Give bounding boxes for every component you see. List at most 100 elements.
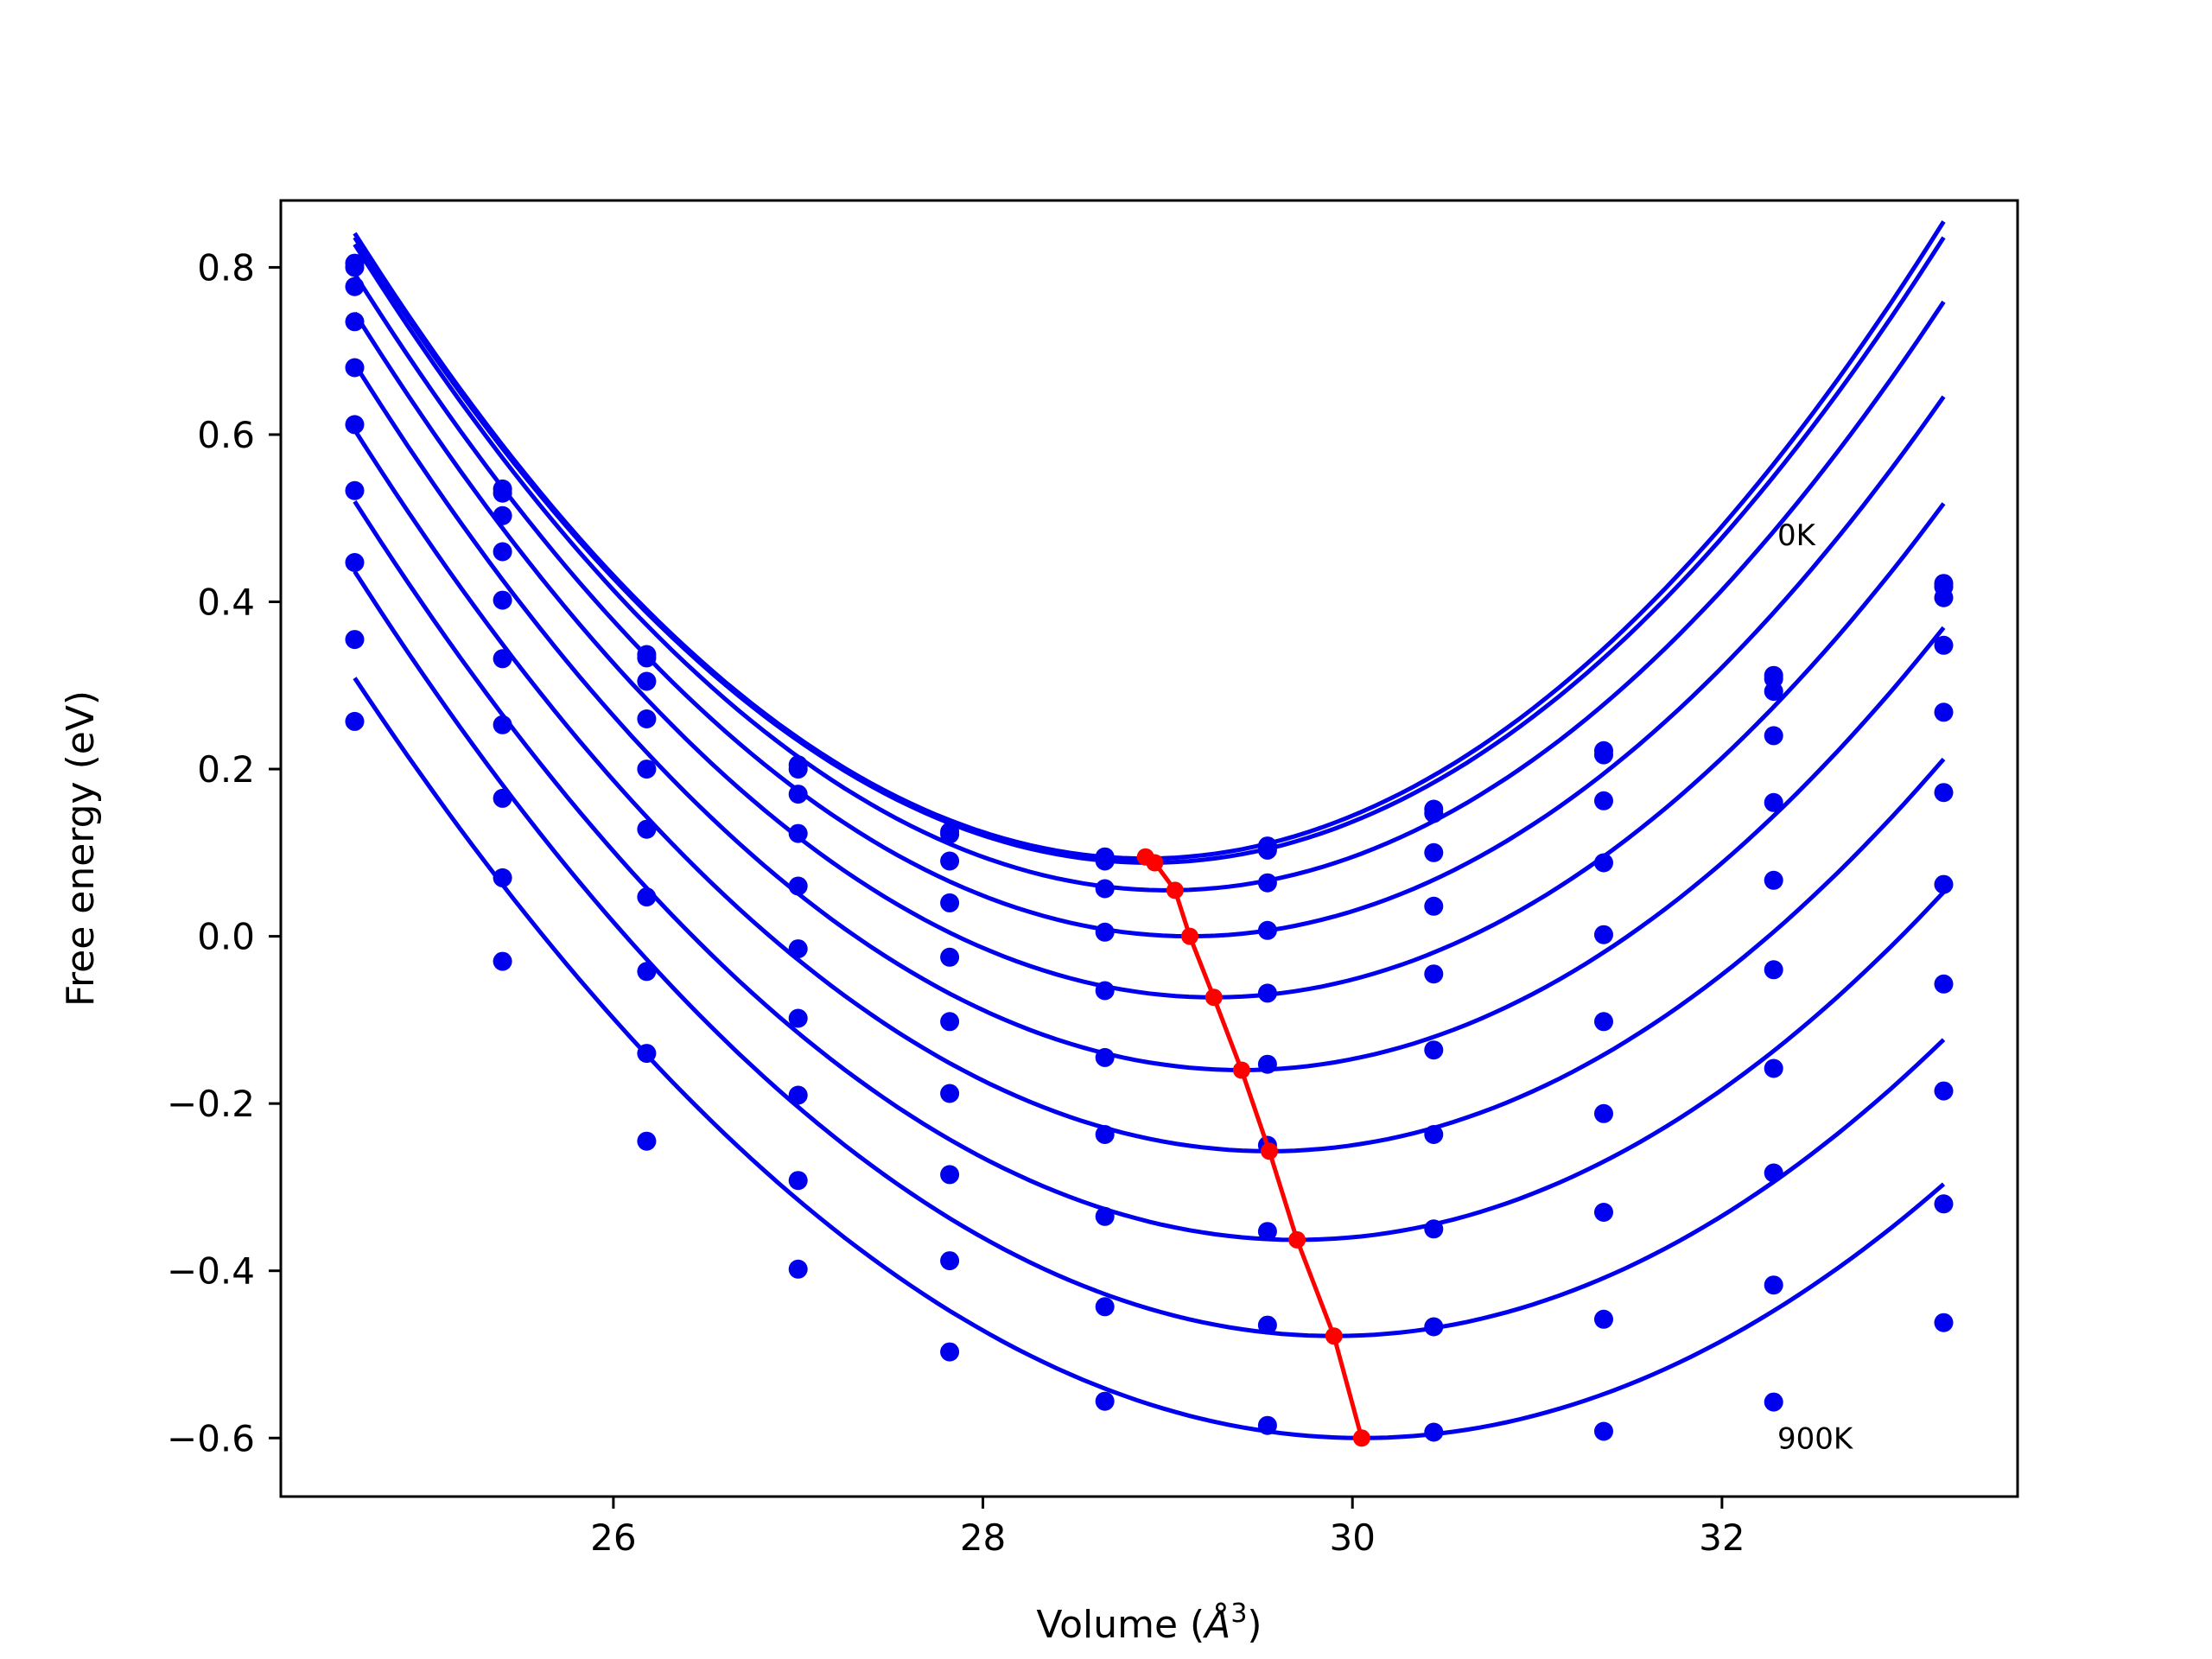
data-point-8-8 (1594, 1309, 1613, 1329)
minimum-point-4 (1205, 988, 1223, 1007)
y-tick-label-5: −0.2 (167, 1083, 255, 1125)
data-point-3-7 (1424, 896, 1444, 916)
data-point-8-9 (1764, 1163, 1783, 1183)
x-axis-label: Volume (Å3) (1036, 1599, 1262, 1647)
data-point-7-8 (1594, 1203, 1613, 1222)
x-tick-label-2: 30 (1329, 1516, 1375, 1559)
minimum-point-2 (1166, 881, 1184, 899)
minimum-point-8 (1325, 1327, 1343, 1345)
fit-curve-7 (353, 499, 1946, 1243)
data-point-7-4 (940, 1165, 960, 1185)
data-point-1-4 (940, 824, 960, 844)
data-point-9-5 (1095, 1391, 1115, 1411)
data-point-8-5 (1095, 1297, 1115, 1317)
minimum-point-5 (1232, 1061, 1250, 1079)
data-point-5-10 (1934, 783, 1954, 803)
data-point-4-7 (1424, 964, 1444, 984)
fit-curve-4 (353, 311, 1946, 1000)
data-point-9-10 (1934, 1194, 1954, 1214)
data-point-2-5 (1095, 879, 1115, 899)
y-tick-label-4: 0.0 (197, 916, 255, 958)
annotation-0k: 0K (1777, 518, 1817, 553)
data-point-4-8 (1594, 925, 1613, 944)
data-point-6-8 (1594, 1103, 1613, 1123)
data-point-5-7 (1424, 1040, 1444, 1060)
data-point-5-4 (940, 1012, 960, 1032)
data-point-8-7 (1424, 1317, 1444, 1337)
y-tick-label-2: 0.4 (197, 582, 255, 624)
data-point-9-9 (1764, 1275, 1783, 1295)
data-point-2-2 (637, 671, 657, 691)
fit-curve-9 (353, 677, 1946, 1440)
x-tick-label-3: 32 (1699, 1516, 1745, 1559)
data-point-6-3 (788, 1008, 808, 1028)
data-point-5-8 (1594, 1012, 1613, 1032)
x-tick-label-1: 28 (960, 1516, 1006, 1559)
y-tick-label-7: −0.6 (167, 1417, 255, 1459)
data-point-1-1 (493, 483, 512, 503)
data-point-2-6 (1257, 873, 1277, 893)
data-point-6-10 (1934, 874, 1954, 894)
y-axis-label: Free energy (eV) (59, 690, 103, 1007)
data-point-6-7 (1424, 1125, 1444, 1144)
minimum-point-6 (1261, 1142, 1278, 1160)
x-axis-label-close: ) (1247, 1603, 1262, 1647)
data-point-7-5 (1095, 1206, 1115, 1226)
data-point-4-10 (1934, 702, 1954, 722)
data-point-1-0 (345, 257, 365, 277)
x-tick-label-0: 26 (590, 1516, 636, 1559)
data-point-5-9 (1764, 870, 1783, 890)
y-tick-label-6: −0.4 (167, 1250, 255, 1293)
data-point-4-2 (637, 760, 657, 779)
minimum-point-7 (1288, 1230, 1306, 1249)
data-point-3-6 (1257, 920, 1277, 940)
data-point-9-3 (788, 1259, 808, 1279)
data-point-8-6 (1257, 1315, 1277, 1335)
fit-curve-2 (353, 243, 1946, 893)
y-tick-label-1: 0.6 (197, 414, 255, 456)
data-point-2-10 (1934, 588, 1954, 607)
data-point-10-9 (1764, 1392, 1783, 1412)
data-point-7-0 (345, 553, 365, 572)
data-point-7-3 (788, 1085, 808, 1105)
data-point-3-5 (1095, 922, 1115, 942)
data-point-5-5 (1095, 1047, 1115, 1067)
ticks-layer: 26 28 30 32 0.8 0.6 0.4 0.2 0.0 −0.2 −0.4 −0.6 (167, 246, 1745, 1559)
data-point-4-1 (493, 590, 512, 610)
data-point-5-0 (345, 415, 365, 435)
data-point-4-4 (940, 947, 960, 967)
fit-curve-8 (353, 570, 1946, 1338)
data-point-9-1 (493, 951, 512, 971)
data-point-3-4 (940, 893, 960, 912)
fit-curve-3 (353, 272, 1946, 939)
data-point-1-5 (1095, 851, 1115, 871)
data-point-2-4 (940, 851, 960, 871)
data-point-9-7 (1424, 1422, 1444, 1442)
fit-curve-5 (353, 362, 1946, 1073)
data-point-8-3 (788, 1171, 808, 1191)
data-point-2-7 (1424, 842, 1444, 862)
x-axis-label-symbol: Å (1202, 1601, 1230, 1647)
y-tick-label-3: 0.2 (197, 748, 255, 791)
data-point-9-6 (1257, 1415, 1277, 1435)
data-point-3-10 (1934, 635, 1954, 655)
annotation-900k: 900K (1777, 1421, 1854, 1456)
data-point-7-6 (1257, 1222, 1277, 1242)
data-point-8-1 (493, 868, 512, 887)
minimum-point-1 (1146, 854, 1164, 872)
data-point-6-0 (345, 480, 365, 500)
data-point-1-8 (1594, 745, 1613, 765)
data-point-9-0 (345, 711, 365, 731)
minimum-point-9 (1352, 1429, 1370, 1447)
data-point-4-6 (1257, 983, 1277, 1003)
data-point-8-4 (940, 1251, 960, 1271)
data-point-3-1 (493, 542, 512, 562)
plot-frame (279, 199, 2019, 1498)
minimum-point-3 (1181, 927, 1198, 945)
data-point-8-10 (1934, 1081, 1954, 1101)
data-point-2-9 (1764, 682, 1783, 702)
data-point-4-5 (1095, 981, 1115, 1001)
minima-layer (1136, 848, 1370, 1447)
